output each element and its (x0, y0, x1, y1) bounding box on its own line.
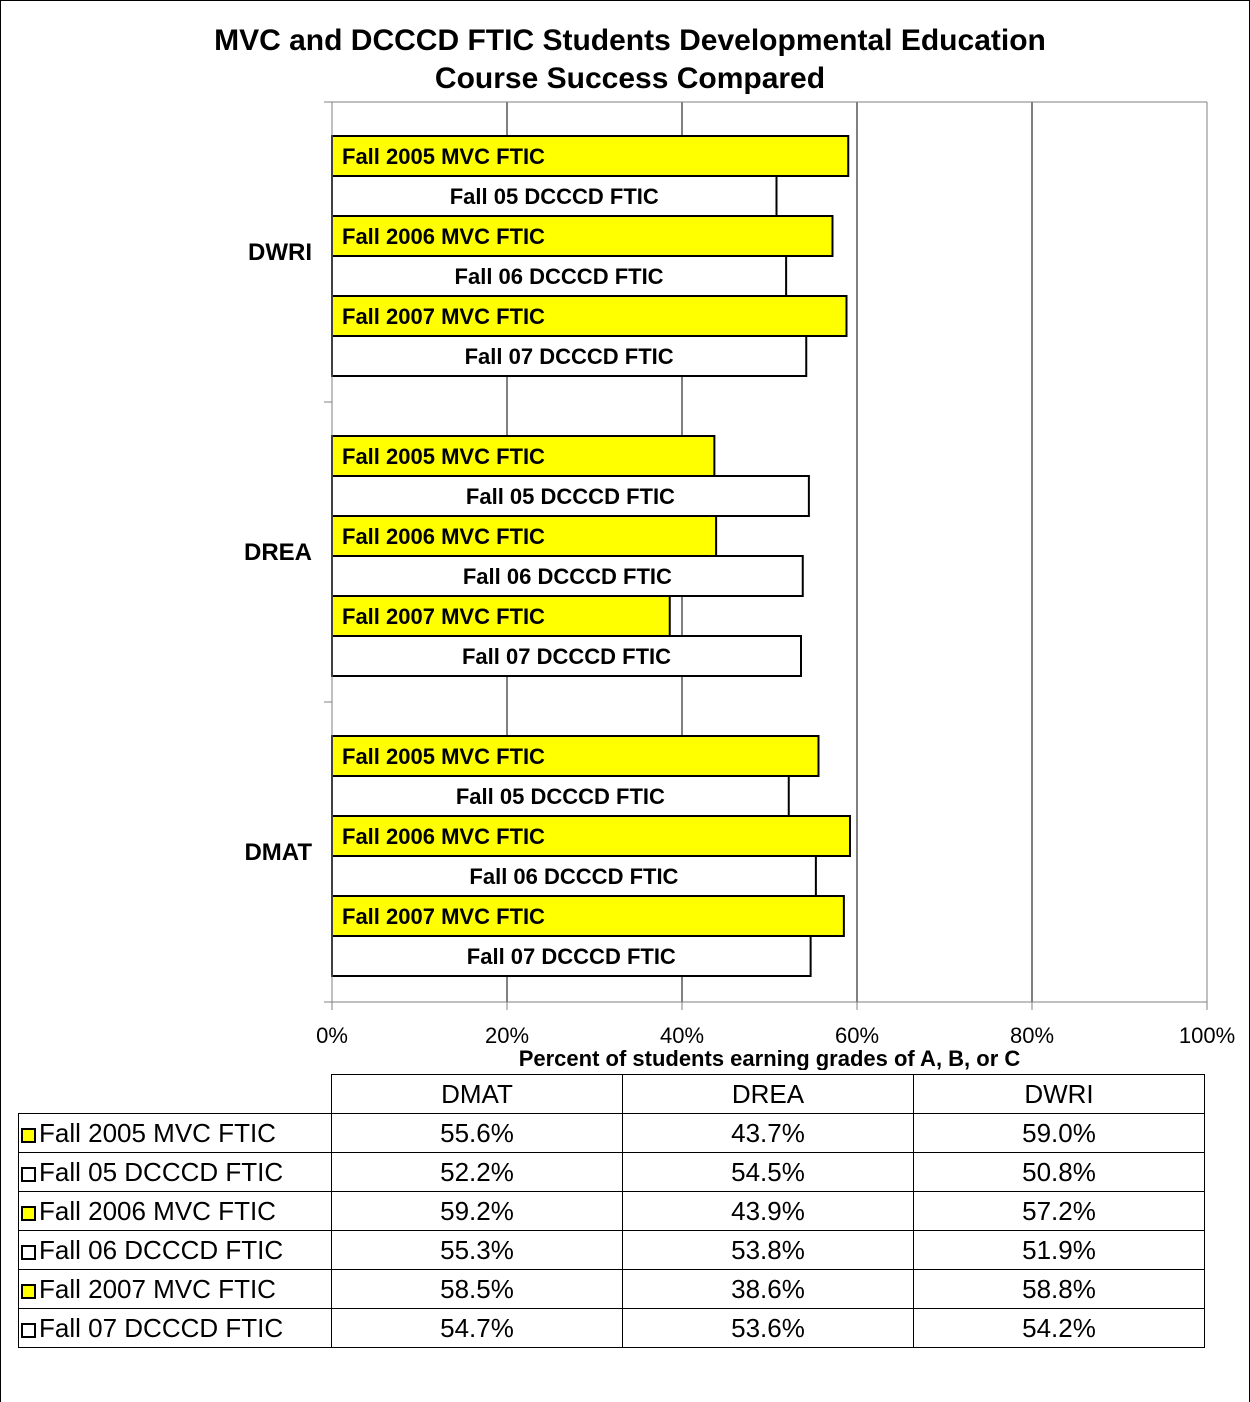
x-tick-label: 40% (660, 1023, 704, 1048)
legend-swatch (21, 1166, 36, 1182)
table-cell: 57.2% (913, 1191, 1205, 1231)
bar (331, 435, 716, 477)
table-row-label: Fall 05 DCCCD FTIC (18, 1152, 332, 1192)
table-cell: 50.8% (913, 1152, 1205, 1192)
legend-swatch (21, 1127, 36, 1143)
category-label: DWRI (248, 239, 312, 266)
x-tick-label: 80% (1010, 1023, 1054, 1048)
table-cell: 38.6% (622, 1269, 914, 1309)
table-header-cell: DWRI (913, 1074, 1205, 1114)
series-name: Fall 05 DCCCD FTIC (39, 1156, 284, 1187)
table-cell: 54.7% (331, 1308, 623, 1348)
bar-label: Fall 2006 MVC FTIC (342, 524, 545, 549)
table-cell: 53.8% (622, 1230, 914, 1270)
table-cell: 58.8% (913, 1269, 1205, 1309)
table-row-label: Fall 07 DCCCD FTIC (18, 1308, 332, 1348)
bar-label: Fall 05 DCCCD FTIC (466, 484, 675, 509)
bar-label: Fall 06 DCCCD FTIC (463, 564, 672, 589)
legend-swatch (21, 1205, 36, 1221)
chart-title-line-2: Course Success Compared (434, 62, 826, 95)
series-name: Fall 2007 MVC FTIC (39, 1273, 276, 1304)
series-name: Fall 2006 MVC FTIC (39, 1195, 276, 1226)
bar-label: Fall 2005 MVC FTIC (342, 744, 545, 769)
bar (331, 595, 671, 637)
bar-label: Fall 2007 MVC FTIC (342, 904, 545, 929)
chart-title-line-1: MVC and DCCCD FTIC Students Developmenta… (214, 24, 1046, 57)
table-cell: 55.3% (331, 1230, 623, 1270)
table-row: Fall 06 DCCCD FTIC 55.3% 53.8% 51.9% (18, 1230, 1205, 1270)
table-row: Fall 07 DCCCD FTIC 54.7% 53.6% 54.2% (18, 1308, 1205, 1348)
x-tick-label: 20% (485, 1023, 529, 1048)
table-corner (18, 1074, 332, 1114)
table-cell: 43.9% (622, 1191, 914, 1231)
legend-swatch (21, 1322, 36, 1338)
table-cell: 58.5% (331, 1269, 623, 1309)
bar-label: Fall 06 DCCCD FTIC (455, 264, 664, 289)
bar (331, 515, 718, 557)
bar-label: Fall 05 DCCCD FTIC (450, 184, 659, 209)
bar-chart: Fall 2005 MVC FTIC Fall 05 DCCCD FTIC Fall… (244, 101, 1235, 1070)
bar-label: Fall 06 DCCCD FTIC (469, 864, 678, 889)
bar (331, 335, 808, 377)
bar-label: Fall 2005 MVC FTIC (342, 444, 545, 469)
table-cell: 43.7% (622, 1113, 914, 1153)
table-cell: 59.0% (913, 1113, 1205, 1153)
category-label: DMAT (244, 839, 312, 866)
table-row: Fall 2006 MVC FTIC 59.2% 43.9% 57.2% (18, 1191, 1205, 1231)
x-axis-title: Percent of students earning grades of A,… (519, 1046, 1021, 1070)
bar (331, 895, 845, 937)
table-row: Fall 05 DCCCD FTIC 52.2% 54.5% 50.8% (18, 1152, 1205, 1192)
x-tick-label: 0% (316, 1023, 348, 1048)
legend-swatch (21, 1283, 36, 1299)
series-name: Fall 07 DCCCD FTIC (39, 1312, 284, 1343)
table-header-cell: DREA (622, 1074, 914, 1114)
bar-label: Fall 07 DCCCD FTIC (465, 344, 674, 369)
table-cell: 51.9% (913, 1230, 1205, 1270)
category-label: DREA (244, 539, 312, 566)
table-cell: 52.2% (331, 1152, 623, 1192)
table-cell: 53.6% (622, 1308, 914, 1348)
series-name: Fall 2005 MVC FTIC (39, 1117, 276, 1148)
bar-label: Fall 07 DCCCD FTIC (462, 644, 671, 669)
table-cell: 59.2% (331, 1191, 623, 1231)
table-row: Fall 2007 MVC FTIC 58.5% 38.6% 58.8% (18, 1269, 1205, 1309)
data-table: DMAT DREA DWRI Fall 2005 MVC FTIC 55.6% … (18, 1074, 1205, 1348)
bar-label: Fall 2005 MVC FTIC (342, 144, 545, 169)
chart-title: MVC and DCCCD FTIC Students Developmenta… (150, 22, 1110, 98)
bar-label: Fall 2007 MVC FTIC (342, 304, 545, 329)
bar-label: Fall 2007 MVC FTIC (342, 604, 545, 629)
legend-swatch (21, 1244, 36, 1260)
table-cell: 54.2% (913, 1308, 1205, 1348)
table-header-cell: DMAT (331, 1074, 623, 1114)
bar (331, 255, 788, 297)
series-name: Fall 06 DCCCD FTIC (39, 1234, 284, 1265)
table-row: Fall 2005 MVC FTIC 55.6% 43.7% 59.0% (18, 1113, 1205, 1153)
table-cell: 55.6% (331, 1113, 623, 1153)
table-row-label: Fall 2007 MVC FTIC (18, 1269, 332, 1309)
table-cell: 54.5% (622, 1152, 914, 1192)
bar (331, 815, 851, 857)
table-row-label: Fall 2006 MVC FTIC (18, 1191, 332, 1231)
table-header-row: DMAT DREA DWRI (18, 1074, 1205, 1114)
x-tick-label: 60% (835, 1023, 879, 1048)
bar-label: Fall 2006 MVC FTIC (342, 224, 545, 249)
bar-label: Fall 05 DCCCD FTIC (456, 784, 665, 809)
table-row-label: Fall 06 DCCCD FTIC (18, 1230, 332, 1270)
x-tick-label: 100% (1179, 1023, 1235, 1048)
bar (331, 475, 810, 517)
bar-label: Fall 07 DCCCD FTIC (467, 944, 676, 969)
table-row-label: Fall 2005 MVC FTIC (18, 1113, 332, 1153)
bar-label: Fall 2006 MVC FTIC (342, 824, 545, 849)
